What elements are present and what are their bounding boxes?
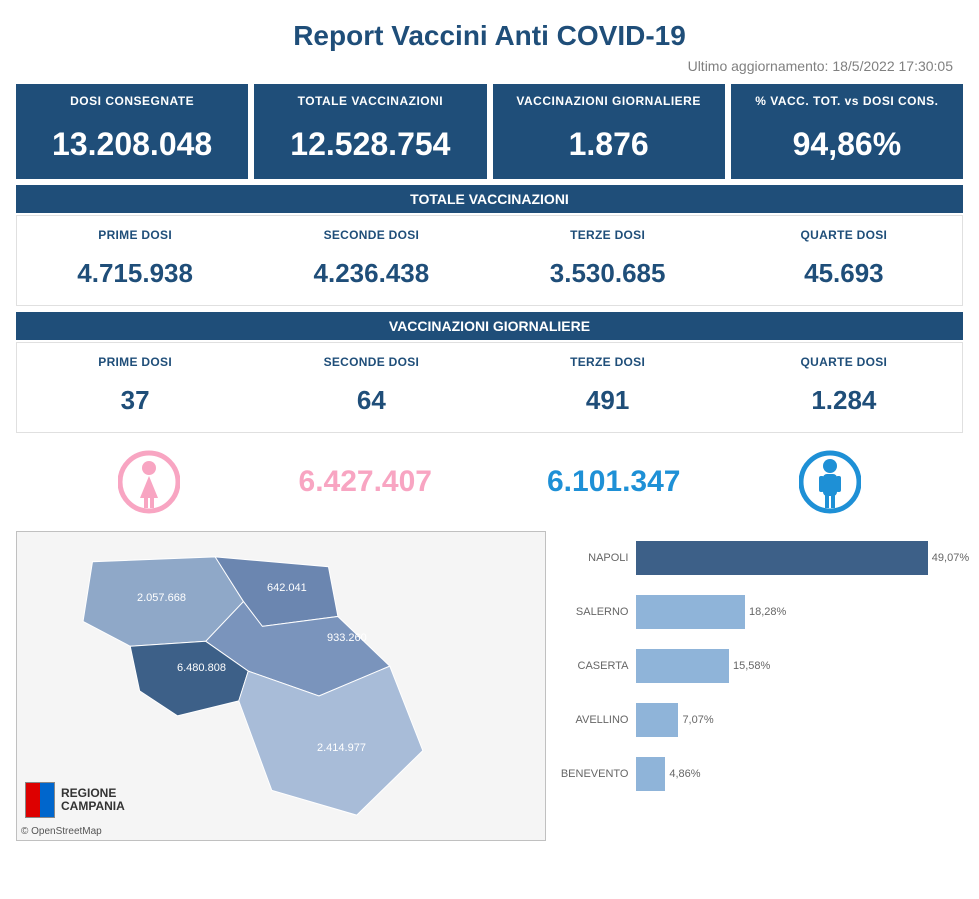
sub-card-value: 4.715.938: [23, 258, 247, 289]
top-card-value: 12.528.754: [260, 126, 480, 163]
sub-card-value: 64: [259, 385, 483, 416]
bar-track: 18,28%: [636, 595, 963, 629]
map-box: 2.057.668 642.041 933.260 6.480.808 2.414.97…: [16, 531, 546, 841]
bar-pct: 15,58%: [733, 660, 770, 672]
row-total: PRIME DOSI 4.715.938SECONDE DOSI 4.236.4…: [16, 215, 963, 306]
top-card-label: DOSI CONSEGNATE: [22, 94, 242, 108]
top-card-label: TOTALE VACCINAZIONI: [260, 94, 480, 108]
sub-card: SECONDE DOSI 64: [253, 343, 489, 432]
sub-card-label: PRIME DOSI: [23, 355, 247, 369]
bar-chart: NAPOLI 49,07% SALERNO 18,28% CASERTA 15,…: [556, 531, 963, 841]
bottom-row: 2.057.668 642.041 933.260 6.480.808 2.414.97…: [16, 531, 963, 841]
bar-row: SALERNO 18,28%: [556, 595, 963, 629]
bar-track: 7,07%: [636, 703, 963, 737]
sub-card-label: PRIME DOSI: [23, 228, 247, 242]
bar-row: BENEVENTO 4,86%: [556, 757, 963, 791]
sub-card: TERZE DOSI 3.530.685: [490, 216, 726, 305]
bar-label: NAPOLI: [556, 552, 636, 564]
gender-row: 6.427.407 6.101.347: [16, 433, 963, 531]
sub-card: QUARTE DOSI 1.284: [726, 343, 962, 432]
map-attribution: © OpenStreetMap: [21, 826, 102, 837]
sub-card: TERZE DOSI 491: [490, 343, 726, 432]
sub-card: PRIME DOSI 37: [17, 343, 253, 432]
bar-track: 4,86%: [636, 757, 963, 791]
top-card: VACCINAZIONI GIORNALIERE 1.876: [493, 84, 725, 179]
sub-card-value: 37: [23, 385, 247, 416]
bar-row: AVELLINO 7,07%: [556, 703, 963, 737]
top-card-label: % VACC. TOT. vs DOSI CONS.: [737, 94, 957, 108]
last-update-label: Ultimo aggiornamento:: [688, 58, 829, 74]
bar-pct: 18,28%: [749, 606, 786, 618]
map-region-label-avellino: 933.260: [327, 632, 367, 644]
bar-pct: 49,07%: [932, 552, 969, 564]
bar-track: 49,07%: [636, 541, 963, 575]
bar-fill: [636, 649, 729, 683]
last-update-value: 18/5/2022 17:30:05: [832, 58, 953, 74]
page-title: Report Vaccini Anti COVID-19: [16, 20, 963, 52]
map-region-label-caserta: 2.057.668: [137, 592, 186, 604]
top-cards-row: DOSI CONSEGNATE 13.208.048TOTALE VACCINA…: [16, 84, 963, 179]
bar-track: 15,58%: [636, 649, 963, 683]
sub-card-label: SECONDE DOSI: [259, 355, 483, 369]
top-card: DOSI CONSEGNATE 13.208.048: [16, 84, 248, 179]
top-card-value: 1.876: [499, 126, 719, 163]
map-region-label-napoli: 6.480.808: [177, 662, 226, 674]
bar-pct: 4,86%: [669, 768, 700, 780]
row-daily: PRIME DOSI 37SECONDE DOSI 64TERZE DOSI 4…: [16, 342, 963, 433]
sub-card-label: SECONDE DOSI: [259, 228, 483, 242]
bar-fill: [636, 595, 745, 629]
sub-card-value: 4.236.438: [259, 258, 483, 289]
map-region-label-benevento: 642.041: [267, 582, 307, 594]
sub-card: QUARTE DOSI 45.693: [726, 216, 962, 305]
top-card: TOTALE VACCINAZIONI 12.528.754: [254, 84, 486, 179]
bar-pct: 7,07%: [682, 714, 713, 726]
male-icon: [795, 447, 865, 517]
sub-card: SECONDE DOSI 4.236.438: [253, 216, 489, 305]
top-card-label: VACCINAZIONI GIORNALIERE: [499, 94, 719, 108]
bar-fill: [636, 703, 678, 737]
sub-card-value: 491: [496, 385, 720, 416]
bar-label: CASERTA: [556, 660, 636, 672]
top-card-value: 94,86%: [737, 126, 957, 163]
bar-label: BENEVENTO: [556, 768, 636, 780]
female-value: 6.427.407: [299, 465, 432, 499]
regione-logo: REGIONE CAMPANIA: [25, 782, 125, 818]
regione-flag-icon: [25, 782, 55, 818]
male-value: 6.101.347: [547, 465, 680, 499]
last-update: Ultimo aggiornamento: 18/5/2022 17:30:05: [16, 58, 963, 74]
bar-label: SALERNO: [556, 606, 636, 618]
regione-logo-line2: CAMPANIA: [61, 800, 125, 813]
banner-total: TOTALE VACCINAZIONI: [16, 185, 963, 213]
regione-logo-text: REGIONE CAMPANIA: [61, 787, 125, 813]
bar-label: AVELLINO: [556, 714, 636, 726]
bar-fill: [636, 757, 665, 791]
sub-card-label: QUARTE DOSI: [732, 228, 956, 242]
sub-card-label: TERZE DOSI: [496, 228, 720, 242]
sub-card-value: 45.693: [732, 258, 956, 289]
bar-row: CASERTA 15,58%: [556, 649, 963, 683]
top-card: % VACC. TOT. vs DOSI CONS. 94,86%: [731, 84, 963, 179]
female-icon: [114, 447, 184, 517]
map-region-label-salerno: 2.414.977: [317, 742, 366, 754]
top-card-value: 13.208.048: [22, 126, 242, 163]
sub-card-label: TERZE DOSI: [496, 355, 720, 369]
sub-card: PRIME DOSI 4.715.938: [17, 216, 253, 305]
sub-card-label: QUARTE DOSI: [732, 355, 956, 369]
bar-row: NAPOLI 49,07%: [556, 541, 963, 575]
bar-fill: [636, 541, 927, 575]
sub-card-value: 3.530.685: [496, 258, 720, 289]
banner-daily: VACCINAZIONI GIORNALIERE: [16, 312, 963, 340]
sub-card-value: 1.284: [732, 385, 956, 416]
